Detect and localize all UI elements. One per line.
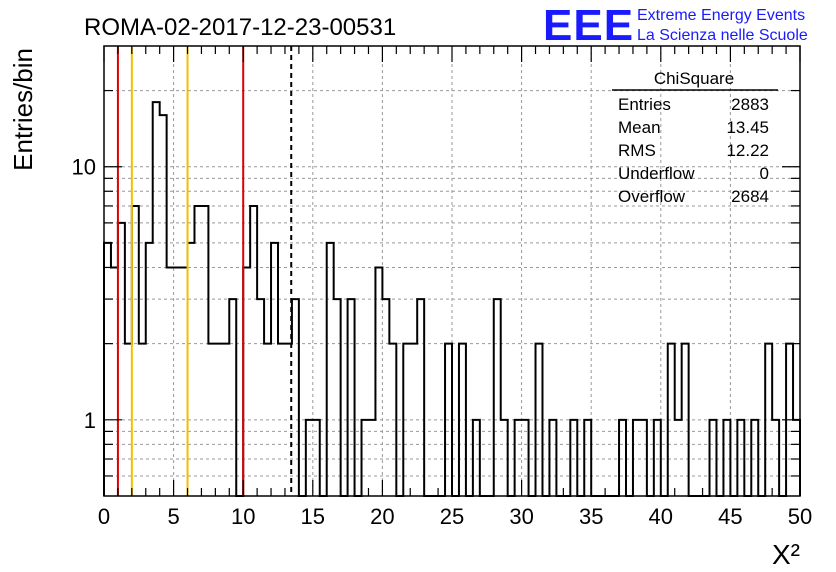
- histogram-bin: [654, 420, 661, 496]
- histogram-bin: [668, 344, 675, 496]
- histogram-bin: [633, 420, 640, 496]
- histogram-bin: [522, 420, 529, 496]
- histogram-bin: [382, 299, 389, 496]
- stats-value: 2883: [731, 95, 769, 114]
- histogram-bin: [473, 420, 480, 496]
- histogram-bin: [264, 344, 271, 496]
- axes-frame: [103, 45, 801, 497]
- histogram-bin: [111, 267, 118, 496]
- histogram-bin: [765, 344, 772, 496]
- x-tick-label: 30: [509, 504, 533, 529]
- histogram-bin: [570, 420, 577, 496]
- histogram-bin: [153, 102, 160, 496]
- histogram-bin: [410, 344, 417, 496]
- histogram-bin: [549, 420, 556, 496]
- histogram-bin: [229, 299, 236, 496]
- histogram-bin: [515, 420, 522, 496]
- histogram-bin: [201, 206, 208, 496]
- histogram-bin: [139, 344, 146, 496]
- x-tick-label: 5: [167, 504, 179, 529]
- histogram-bin: [445, 344, 452, 496]
- histogram-bin: [160, 115, 167, 496]
- histogram-bin: [536, 344, 543, 496]
- x-tick-label: 10: [231, 504, 255, 529]
- stats-label: Underflow: [618, 164, 695, 183]
- histogram-bin: [751, 420, 758, 496]
- stats-label: Overflow: [618, 187, 686, 206]
- histogram-bin: [118, 223, 125, 496]
- histogram-bin: [132, 206, 139, 496]
- histogram-bin: [723, 420, 730, 496]
- x-tick-label: 0: [98, 504, 110, 529]
- stats-label: RMS: [618, 141, 656, 160]
- y-tick-label: 1: [84, 408, 96, 433]
- y-tick-label: 10: [72, 155, 96, 180]
- histogram-bin: [208, 344, 215, 496]
- histogram-bin: [459, 344, 466, 496]
- y-axis-label: Entries/bin: [8, 48, 38, 171]
- stats-label: Mean: [618, 118, 661, 137]
- histogram-bin: [104, 243, 111, 496]
- histogram-bin: [146, 243, 153, 496]
- histogram-bin: [278, 344, 285, 496]
- stats-value: 12.22: [726, 141, 769, 160]
- histogram-bin: [584, 420, 591, 496]
- histogram-bin: [710, 420, 717, 496]
- histogram-bin: [222, 344, 229, 496]
- histogram-bin: [313, 420, 320, 496]
- histogram-bin: [375, 267, 382, 496]
- histogram-bin: [125, 344, 132, 496]
- histogram-bin: [257, 299, 264, 496]
- histogram-bin: [250, 206, 257, 496]
- eee-logo: EEE Extreme Energy Events La Scienza nel…: [543, 1, 808, 50]
- histogram-bin: [348, 299, 355, 496]
- histogram-bin: [167, 267, 174, 496]
- histogram-bin: [334, 299, 341, 496]
- histogram-bin: [215, 344, 222, 496]
- histogram-bin: [243, 267, 250, 496]
- histogram-bin: [368, 420, 375, 496]
- chart-title: ROMA-02-2017-12-23-00531: [84, 14, 396, 41]
- x-tick-label: 35: [579, 504, 603, 529]
- histogram-bin: [403, 344, 410, 496]
- histogram-bin: [494, 299, 501, 496]
- marker-lines: [116, 46, 293, 496]
- histogram-bin: [327, 243, 334, 496]
- histogram-bin: [682, 344, 689, 496]
- histogram-bin: [292, 299, 299, 496]
- x-axis-label: X²: [772, 539, 800, 570]
- histogram-bin: [194, 206, 201, 496]
- stats-label: Entries: [618, 95, 671, 114]
- x-tick-label: 20: [370, 504, 394, 529]
- tick-labels: 0 5 10 15 20 25 30 35 40 45 50 1 10: [72, 155, 813, 529]
- histogram-bin: [362, 420, 369, 496]
- stats-value: 0: [760, 164, 769, 183]
- histogram-bin: [271, 243, 278, 496]
- x-tick-label: 50: [788, 504, 812, 529]
- histogram-bin: [640, 420, 647, 496]
- histogram-bin: [737, 420, 744, 496]
- histogram-bin: [306, 420, 313, 496]
- stats-value: 2684: [731, 187, 769, 206]
- histogram-bin: [174, 267, 181, 496]
- stats-value: 13.45: [726, 118, 769, 137]
- logo-line-1: Extreme Energy Events: [637, 7, 805, 24]
- histogram-bin: [389, 344, 396, 496]
- x-tick-label: 25: [440, 504, 464, 529]
- logo-mark: EEE: [543, 1, 634, 50]
- histogram-bin: [772, 420, 779, 496]
- stats-title: ChiSquare: [654, 69, 734, 88]
- histogram-bin: [619, 420, 626, 496]
- histogram-bin: [417, 299, 424, 496]
- x-tick-label: 45: [718, 504, 742, 529]
- histogram-bin: [181, 267, 188, 496]
- stats-box: ChiSquare Entries 2883 Mean 13.45 RMS 12.22 Un…: [612, 69, 778, 206]
- histogram-bin: [188, 243, 195, 496]
- histogram-bin: [501, 420, 508, 496]
- histogram-bin: [675, 420, 682, 496]
- x-tick-label: 15: [301, 504, 325, 529]
- x-tick-label: 40: [649, 504, 673, 529]
- logo-line-2: La Scienza nelle Scuole: [637, 27, 808, 44]
